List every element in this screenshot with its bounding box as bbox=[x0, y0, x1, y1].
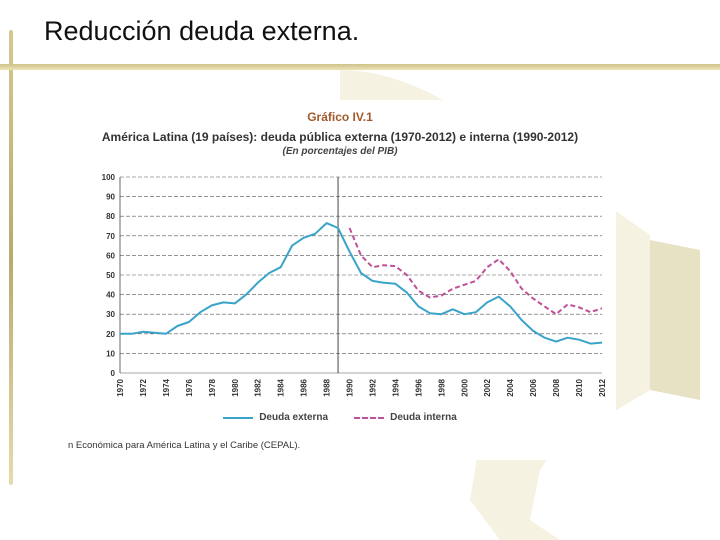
y-tick-label: 90 bbox=[106, 193, 115, 202]
x-tick-label: 1988 bbox=[323, 378, 332, 396]
chart-source: n Económica para América Latina y el Car… bbox=[68, 440, 301, 451]
x-tick-label: 1974 bbox=[162, 378, 171, 396]
y-tick-label: 30 bbox=[106, 310, 115, 319]
x-tick-label: 1978 bbox=[208, 378, 217, 396]
y-tick-label: 10 bbox=[106, 349, 115, 358]
x-tick-label: 2012 bbox=[598, 378, 607, 396]
x-tick-label: 1990 bbox=[346, 378, 355, 396]
left-accent-bar bbox=[9, 30, 13, 485]
y-tick-label: 0 bbox=[111, 369, 116, 378]
x-tick-label: 1996 bbox=[414, 378, 423, 396]
legend-item-interna: Deuda interna bbox=[354, 412, 457, 423]
x-tick-label: 1994 bbox=[391, 378, 400, 396]
x-tick-label: 2000 bbox=[460, 378, 469, 396]
slide-title: Reducción deuda externa. bbox=[44, 16, 360, 46]
chart-legend: Deuda externa Deuda interna bbox=[64, 412, 616, 423]
series-line-externa bbox=[120, 222, 603, 345]
legend-label-interna: Deuda interna bbox=[390, 412, 457, 423]
map-edge-shape bbox=[650, 240, 700, 400]
y-tick-label: 100 bbox=[102, 173, 116, 182]
title-underline-bar bbox=[0, 64, 720, 70]
y-tick-label: 60 bbox=[106, 251, 115, 260]
series-line-interna bbox=[348, 227, 603, 316]
x-tick-label: 2010 bbox=[575, 378, 584, 396]
x-tick-label: 1970 bbox=[116, 378, 125, 396]
line-chart: 0 10 20 30 40 50 60 70 80 90 100 1970 1972 1974 1976 19… bbox=[102, 173, 607, 397]
y-tick-label: 40 bbox=[106, 291, 115, 300]
legend-swatch-interna bbox=[354, 416, 385, 419]
x-tick-label: 1998 bbox=[437, 378, 446, 396]
y-tick-label: 80 bbox=[106, 212, 115, 221]
legend-label-externa: Deuda externa bbox=[259, 412, 329, 423]
y-tick-label: 20 bbox=[106, 330, 115, 339]
x-tick-label: 1984 bbox=[277, 378, 286, 396]
chart-subtitle: (En porcentajes del PIB) bbox=[282, 146, 398, 157]
legend-swatch-externa bbox=[223, 416, 254, 419]
y-tick-label: 70 bbox=[106, 232, 115, 241]
x-tick-label: 2002 bbox=[483, 378, 492, 396]
x-tick-label: 1972 bbox=[139, 378, 148, 396]
y-tick-label: 50 bbox=[106, 271, 115, 280]
chart-card: Gráfico IV.1 América Latina (19 países):… bbox=[64, 100, 616, 460]
chart-tag: Gráfico IV.1 bbox=[307, 110, 373, 124]
x-tick-label: 2006 bbox=[529, 378, 538, 396]
x-tick-label: 1976 bbox=[185, 378, 194, 396]
x-tick-label: 1982 bbox=[254, 378, 263, 396]
x-tick-label: 2004 bbox=[506, 378, 515, 396]
legend-item-externa: Deuda externa bbox=[223, 412, 328, 423]
x-tick-label: 2008 bbox=[552, 378, 561, 396]
x-tick-label: 1992 bbox=[368, 378, 377, 396]
chart-title: América Latina (19 países): deuda públic… bbox=[101, 130, 579, 144]
x-tick-label: 1980 bbox=[231, 378, 240, 396]
x-tick-label: 1986 bbox=[300, 378, 309, 396]
